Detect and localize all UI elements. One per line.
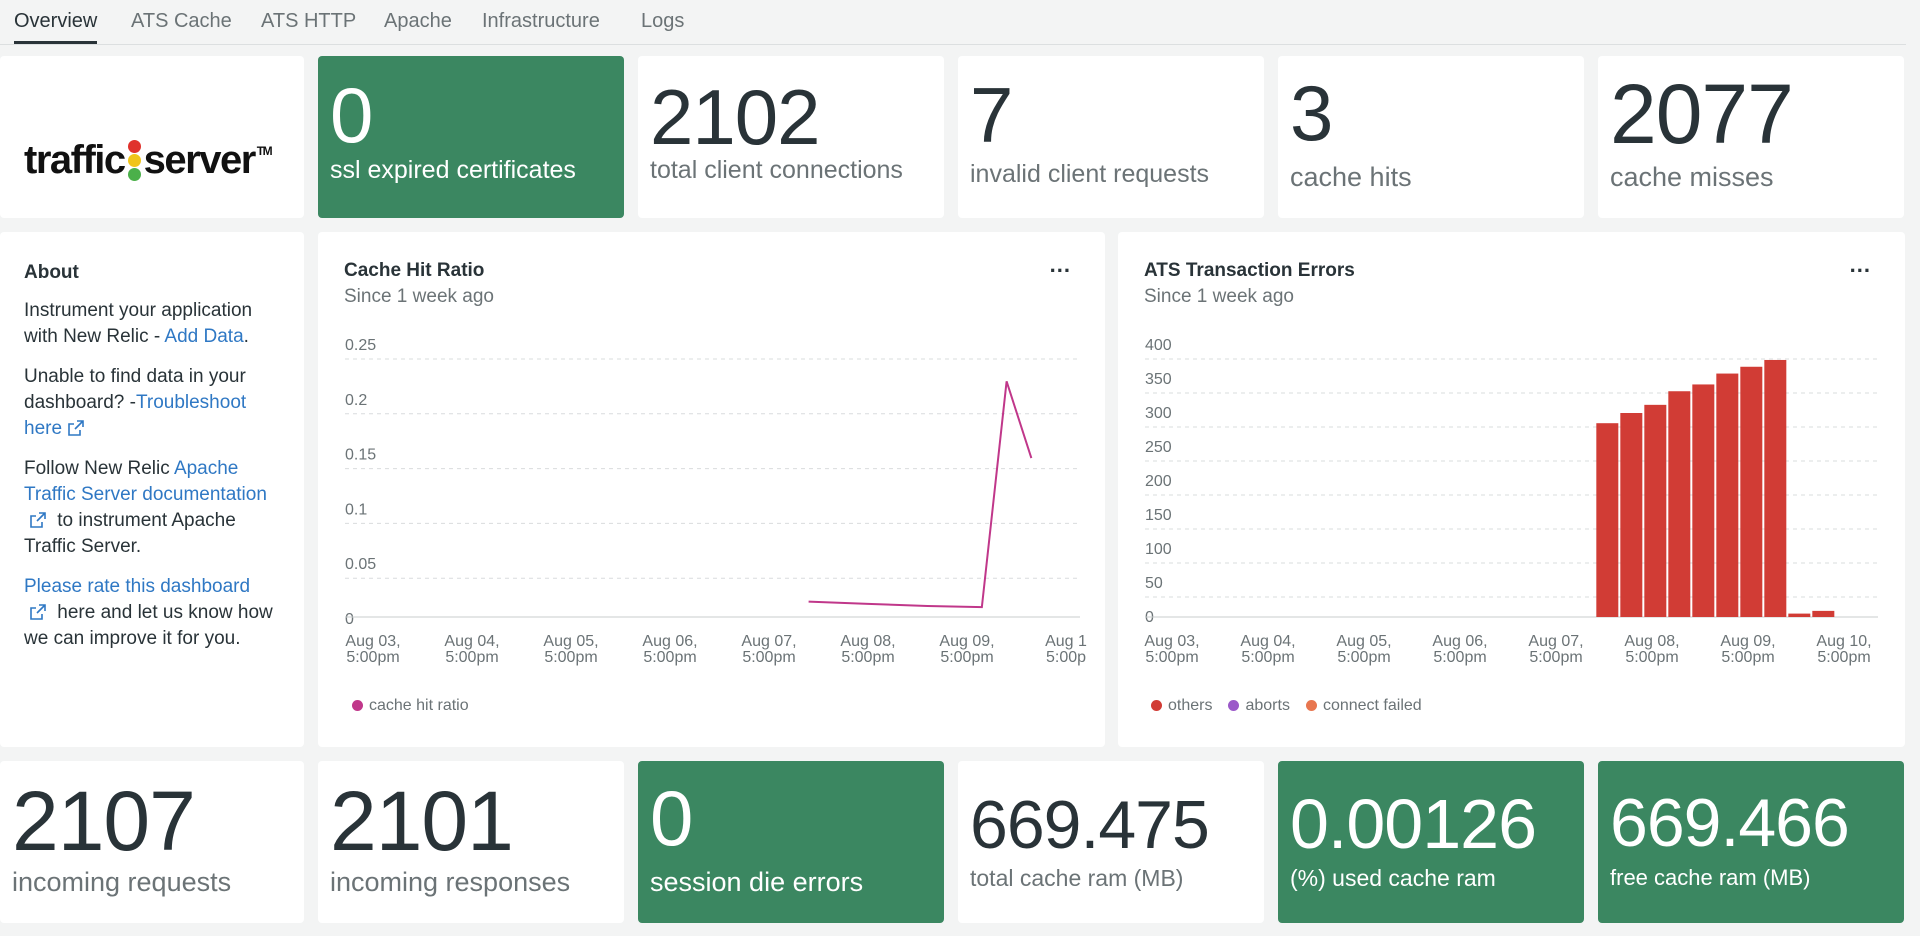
cache-chart-legend: cache hit ratio xyxy=(352,697,469,715)
logo-text-right: server xyxy=(143,138,257,182)
about-paragraph: Unable to find data in your dashboard? -… xyxy=(24,364,280,442)
tile-label: cache hits xyxy=(1290,162,1412,192)
tile-value: 0.00126 xyxy=(1290,785,1537,863)
tile-incoming-responses[interactable]: 2101 incoming responses xyxy=(318,761,624,923)
legend-label: connect failed xyxy=(1322,697,1422,714)
tab-ats-cache[interactable]: ATS Cache xyxy=(131,10,232,32)
tile-value: 2101 xyxy=(330,774,514,868)
legend-dot-icon xyxy=(1305,700,1317,711)
tile-ssl-expired[interactable]: 0 ssl expired certificates xyxy=(318,56,624,218)
tile-total-client-connections[interactable]: 2102 total client connections xyxy=(638,56,944,218)
tile-used-cache-ram[interactable]: 0.00126 (%) used cache ram xyxy=(1278,761,1584,923)
legend-item[interactable]: connect failed xyxy=(1305,697,1422,715)
legend-label: others xyxy=(1168,697,1213,714)
tab-logs[interactable]: Logs xyxy=(641,10,685,32)
tile-label: (%) used cache ram xyxy=(1290,865,1496,891)
errors-chart-legend: others aborts connect failed xyxy=(1151,697,1422,715)
about-text: Follow New Relic xyxy=(24,458,174,479)
tile-value: 2102 xyxy=(650,73,821,161)
about-text: here and let us know how we can improve … xyxy=(24,602,273,649)
transaction-errors-card: ATS Transaction Errors Since 1 week ago … xyxy=(1118,232,1905,747)
chart-title: ATS Transaction Errors xyxy=(1144,260,1355,281)
legend-label: aborts xyxy=(1245,697,1290,714)
chart-subtitle: Since 1 week ago xyxy=(344,286,494,307)
tile-label: incoming requests xyxy=(12,867,232,897)
tile-label: cache misses xyxy=(1610,162,1774,192)
about-paragraph: Follow New Relic Apache Traffic Server d… xyxy=(24,456,280,560)
about-card: About Instrument your application with N… xyxy=(0,232,304,747)
tile-label: total client connections xyxy=(650,156,903,184)
tile-session-die-errors[interactable]: 0 session die errors xyxy=(638,761,944,923)
traffic-light-icon xyxy=(127,140,141,181)
cache-hit-ratio-card: Cache Hit Ratio Since 1 week ago ... xyxy=(318,232,1105,747)
tile-value: 7 xyxy=(970,71,1013,159)
tab-overview[interactable]: Overview xyxy=(14,10,98,44)
logo-text-left: traffic xyxy=(24,138,126,182)
chart-menu-button[interactable]: ... xyxy=(1849,252,1871,277)
tile-total-cache-ram[interactable]: 669.475 total cache ram (MB) xyxy=(958,761,1264,923)
legend-item[interactable]: others xyxy=(1151,697,1212,715)
tile-label: incoming responses xyxy=(330,867,571,897)
dashboard-tabs: Overview ATS Cache ATS HTTP Apache Infra… xyxy=(0,0,1906,45)
tile-invalid-client-requests[interactable]: 7 invalid client requests xyxy=(958,56,1264,218)
external-link-icon xyxy=(30,604,46,620)
tile-value: 669.475 xyxy=(970,787,1210,863)
tab-apache[interactable]: Apache xyxy=(384,10,452,32)
tile-incoming-requests[interactable]: 2107 incoming requests xyxy=(0,761,304,923)
logo-card: traffic server TM xyxy=(0,56,304,218)
external-link-icon xyxy=(30,512,46,528)
tile-label: total cache ram (MB) xyxy=(970,865,1184,891)
tile-label: ssl expired certificates xyxy=(330,156,576,184)
add-data-link[interactable]: Add Data xyxy=(164,326,244,347)
tab-ats-http[interactable]: ATS HTTP xyxy=(261,10,357,32)
troubleshoot-link[interactable]: Troubleshoot here xyxy=(24,392,247,439)
legend-dot-icon xyxy=(352,700,363,711)
legend-dot-icon xyxy=(1228,700,1240,711)
tile-value: 669.466 xyxy=(1610,785,1850,861)
about-text: Instrument your application with New Rel… xyxy=(24,300,253,347)
logo-tm: TM xyxy=(256,144,273,158)
tile-cache-hits[interactable]: 3 cache hits xyxy=(1278,56,1584,218)
tile-value: 2077 xyxy=(1610,67,1794,161)
tile-value: 2107 xyxy=(12,774,196,868)
tile-cache-misses[interactable]: 2077 cache misses xyxy=(1598,56,1904,218)
legend-item[interactable]: cache hit ratio xyxy=(352,697,469,715)
about-title: About xyxy=(24,262,79,283)
tile-label: session die errors xyxy=(650,867,864,897)
tile-value: 3 xyxy=(1290,69,1333,157)
chart-title: Cache Hit Ratio xyxy=(344,260,485,281)
chart-subtitle: Since 1 week ago xyxy=(1144,286,1294,307)
legend-label: cache hit ratio xyxy=(369,697,469,714)
about-paragraph: Instrument your application with New Rel… xyxy=(24,300,253,347)
legend-item[interactable]: aborts xyxy=(1228,697,1290,715)
traffic-server-logo: traffic server TM xyxy=(24,138,273,183)
about-paragraph: Please rate this dashboard here and let … xyxy=(24,574,280,652)
external-link-icon xyxy=(68,420,84,436)
tile-free-cache-ram[interactable]: 669.466 free cache ram (MB) xyxy=(1598,761,1904,923)
tab-infrastructure[interactable]: Infrastructure xyxy=(482,10,600,32)
chart-menu-button[interactable]: ... xyxy=(1049,252,1071,277)
about-text: to instrument Apache Traffic Server. xyxy=(24,510,236,557)
about-text: Unable to find data in your dashboard? - xyxy=(24,366,246,413)
tile-label: invalid client requests xyxy=(970,160,1210,188)
rate-dashboard-link[interactable]: Please rate this dashboard xyxy=(24,576,250,623)
tile-value: 0 xyxy=(330,71,373,159)
legend-dot-icon xyxy=(1151,700,1162,711)
tile-value: 0 xyxy=(650,774,693,862)
tile-label: free cache ram (MB) xyxy=(1610,865,1811,890)
ats-documentation-link[interactable]: Apache Traffic Server documentation xyxy=(24,458,267,531)
